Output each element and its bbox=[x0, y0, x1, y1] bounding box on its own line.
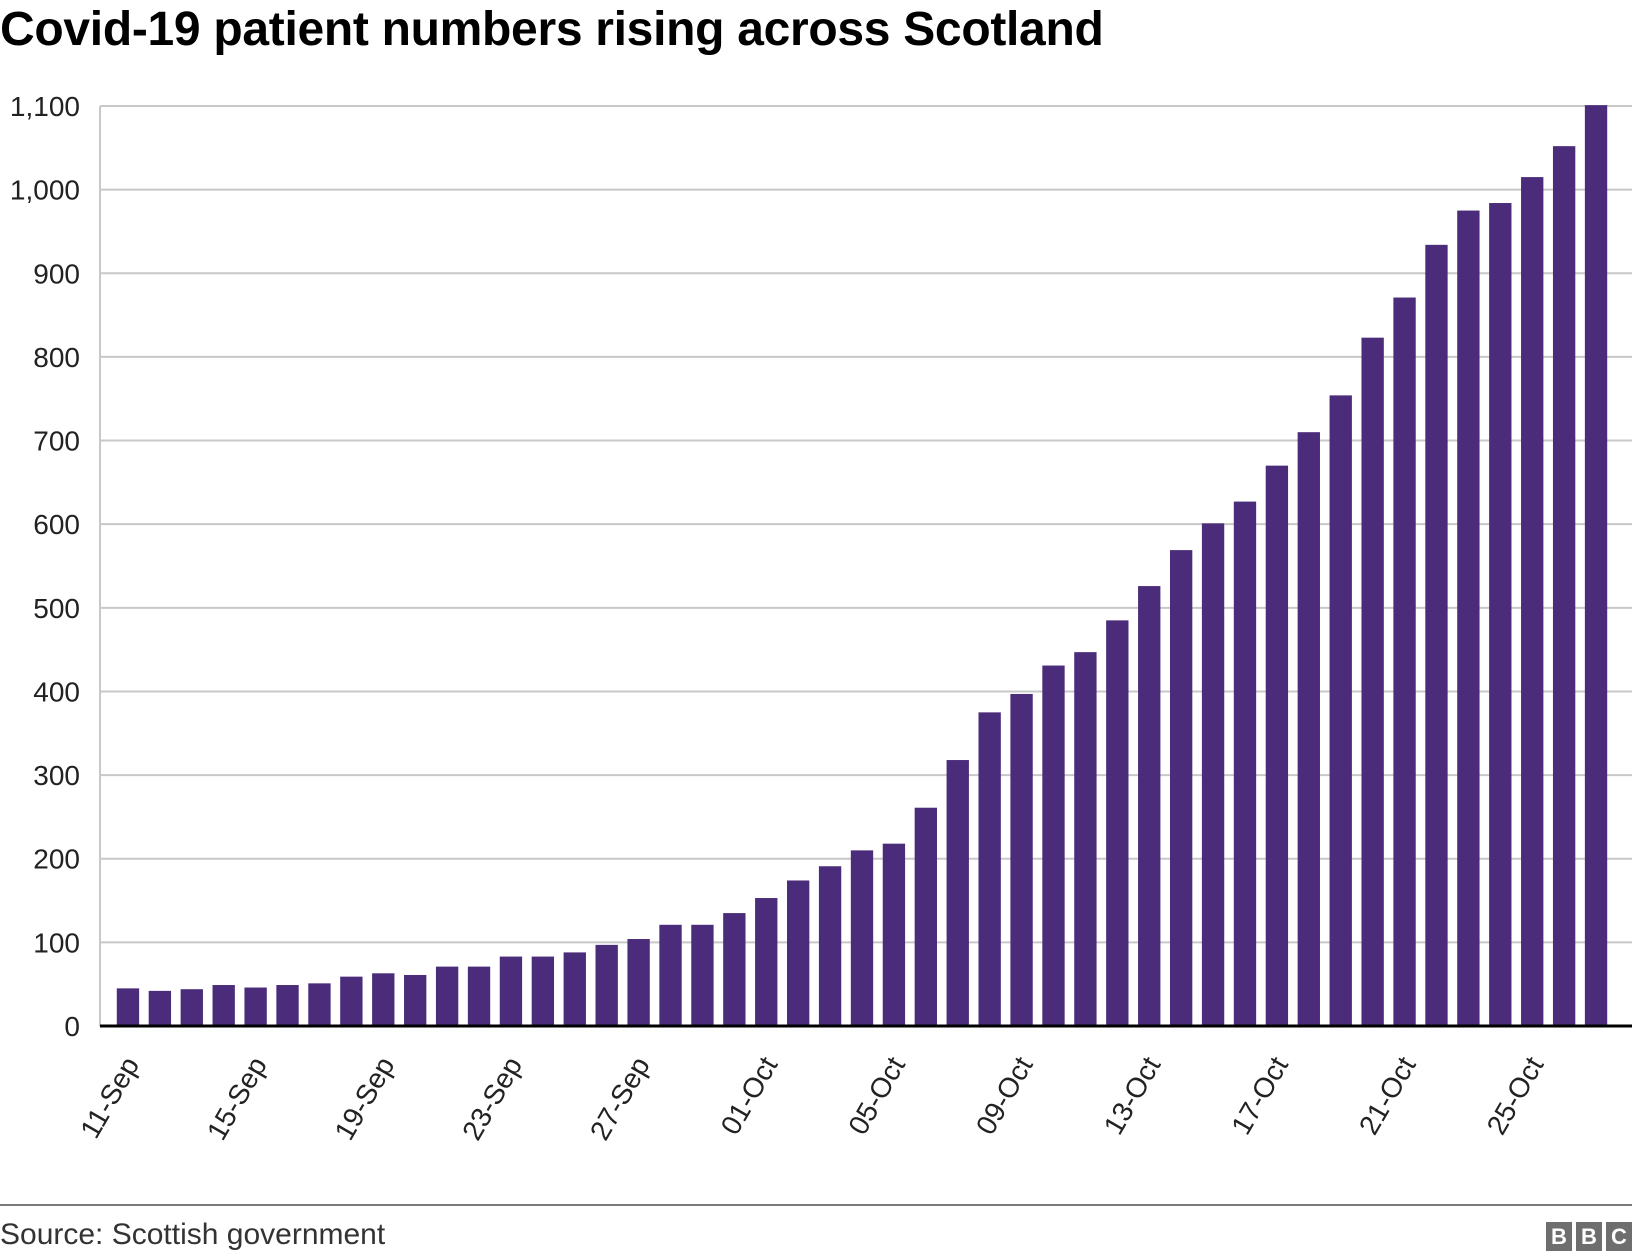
bar-27-Sep bbox=[627, 939, 650, 1026]
bar-07-Oct bbox=[946, 760, 969, 1026]
bar-24-Oct bbox=[1489, 203, 1512, 1026]
bar-21-Sep bbox=[435, 966, 459, 1026]
bar-16-Sep bbox=[276, 985, 299, 1026]
bar-04-Oct bbox=[850, 850, 874, 1026]
bar-25-Oct bbox=[1521, 177, 1544, 1027]
footer-divider bbox=[0, 1204, 1632, 1206]
bar-15-Sep bbox=[244, 987, 267, 1026]
chart-title: Covid-19 patient numbers rising across S… bbox=[0, 3, 1104, 56]
y-tick-label: 800 bbox=[33, 342, 80, 373]
bar-25-Sep bbox=[563, 952, 586, 1026]
x-tick-label: 25-Oct bbox=[1481, 1051, 1550, 1139]
bar-23-Sep bbox=[499, 956, 523, 1026]
bar-14-Sep bbox=[212, 985, 235, 1026]
bar-17-Oct bbox=[1265, 465, 1289, 1026]
bar-03-Oct bbox=[818, 866, 842, 1026]
x-tick-label: 01-Oct bbox=[715, 1051, 784, 1139]
y-tick-label: 700 bbox=[33, 426, 80, 457]
y-tick-label: 500 bbox=[33, 593, 80, 624]
y-tick-label: 600 bbox=[33, 509, 80, 540]
bar-18-Sep bbox=[340, 976, 363, 1026]
bar-22-Oct bbox=[1425, 244, 1448, 1027]
bar-26-Sep bbox=[595, 944, 618, 1026]
bar-28-Sep bbox=[659, 924, 682, 1026]
bar-20-Oct bbox=[1361, 337, 1384, 1026]
x-axis-ticks: 11-Sep 15-Sep 19-Sep 23-Sep 27-Sep 01-Oct 05-O… bbox=[74, 1051, 1549, 1145]
x-tick-label: 21-Oct bbox=[1353, 1051, 1422, 1139]
bar-21-Oct bbox=[1393, 297, 1416, 1026]
bar-10-Oct bbox=[1042, 665, 1065, 1026]
bar-30-Sep bbox=[723, 913, 746, 1026]
x-tick-label: 13-Oct bbox=[1098, 1051, 1167, 1139]
x-tick-label: 27-Sep bbox=[584, 1052, 656, 1146]
x-tick-label: 05-Oct bbox=[842, 1051, 911, 1139]
bar-12-Oct bbox=[1106, 620, 1129, 1026]
bar-19-Sep bbox=[372, 973, 395, 1026]
y-tick-label: 400 bbox=[33, 676, 80, 707]
bar-08-Oct bbox=[978, 712, 1001, 1026]
bbc-logo: B B C bbox=[1546, 1222, 1632, 1251]
x-tick-label: 11-Sep bbox=[74, 1052, 145, 1144]
bar-19-Oct bbox=[1329, 395, 1352, 1026]
bar-06-Oct bbox=[914, 807, 937, 1026]
bar-14-Oct bbox=[1169, 550, 1193, 1026]
bar-20-Sep bbox=[404, 974, 427, 1026]
bars bbox=[116, 105, 1608, 1027]
bar-11-Oct bbox=[1074, 652, 1097, 1026]
bar-24-Sep bbox=[531, 956, 555, 1026]
y-tick-label: 300 bbox=[33, 760, 80, 791]
bar-12-Sep bbox=[148, 990, 172, 1026]
y-tick-label: 100 bbox=[33, 927, 80, 958]
y-tick-label: 1,000 bbox=[10, 175, 80, 206]
x-tick-label: 17-Oct bbox=[1225, 1051, 1294, 1139]
x-tick-label: 19-Sep bbox=[328, 1052, 400, 1146]
y-axis-ticks: 0 100 200 300 400 500 600 700 800 900 1,000 1,100 bbox=[10, 91, 80, 1042]
bar-09-Oct bbox=[1010, 693, 1033, 1026]
bar-18-Oct bbox=[1297, 432, 1320, 1026]
axes bbox=[99, 106, 1632, 1028]
y-tick-label: 1,100 bbox=[10, 91, 80, 122]
source-note: Source: Scottish government bbox=[0, 1218, 386, 1251]
y-tick-label: 0 bbox=[64, 1011, 80, 1042]
bar-15-Oct bbox=[1201, 523, 1225, 1026]
bbc-logo-letter-c: C bbox=[1606, 1222, 1632, 1251]
bar-26-Oct bbox=[1552, 146, 1576, 1026]
x-tick-label: 23-Sep bbox=[456, 1052, 528, 1146]
bar-23-Oct bbox=[1457, 210, 1480, 1027]
x-tick-label: 15-Sep bbox=[201, 1052, 273, 1146]
bar-27-Oct bbox=[1584, 105, 1608, 1026]
bbc-logo-letter-b2: B bbox=[1576, 1222, 1602, 1251]
x-tick-label: 09-Oct bbox=[970, 1051, 1039, 1139]
bar-16-Oct bbox=[1233, 501, 1257, 1027]
bar-chart: 0 100 200 300 400 500 600 700 800 900 1,000 1,100 1… bbox=[10, 91, 1632, 1145]
y-tick-label: 900 bbox=[33, 258, 80, 289]
bar-13-Sep bbox=[180, 989, 203, 1026]
bar-13-Oct bbox=[1138, 586, 1161, 1026]
bar-29-Sep bbox=[691, 924, 714, 1026]
bar-17-Sep bbox=[308, 983, 331, 1026]
bar-11-Sep bbox=[116, 988, 140, 1026]
y-tick-label: 200 bbox=[33, 844, 80, 875]
bar-05-Oct bbox=[882, 843, 906, 1026]
bar-22-Sep bbox=[467, 966, 491, 1026]
bar-02-Oct bbox=[787, 880, 810, 1026]
bbc-logo-letter-b1: B bbox=[1546, 1222, 1572, 1251]
bar-01-Oct bbox=[755, 898, 778, 1026]
